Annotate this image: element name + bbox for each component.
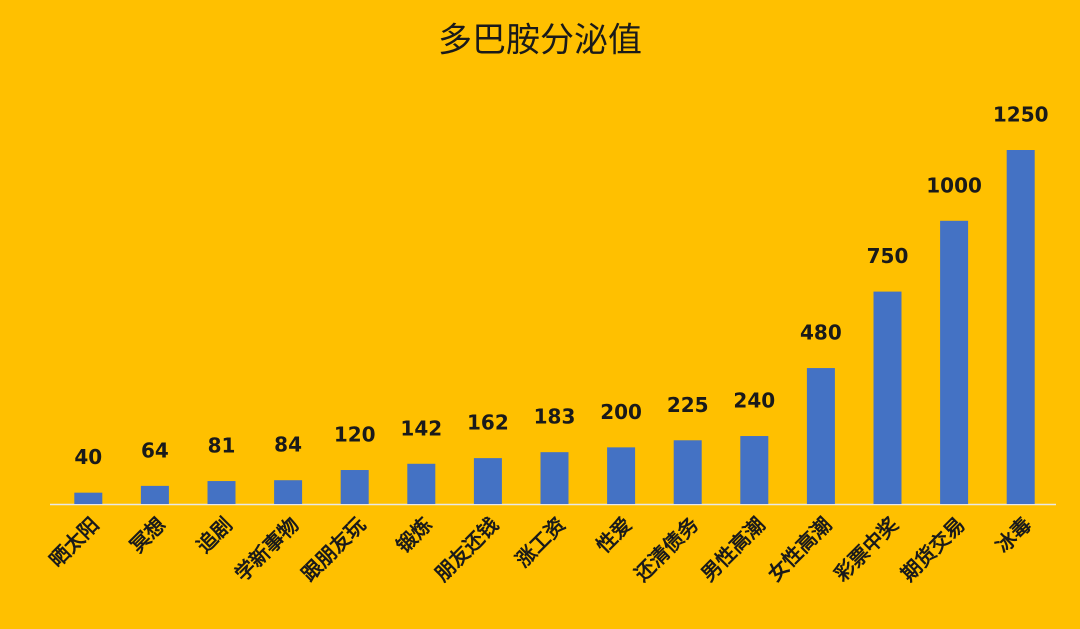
bar	[673, 440, 702, 504]
chart-title: 多巴胺分泌值	[438, 21, 642, 61]
value-label: 84	[274, 433, 302, 457]
bar	[873, 291, 902, 504]
value-label: 142	[400, 416, 442, 440]
value-label: 480	[800, 321, 842, 345]
bar	[740, 436, 769, 504]
bar	[140, 485, 169, 504]
value-label: 1250	[993, 103, 1049, 127]
bar	[407, 463, 436, 504]
value-label: 240	[733, 389, 775, 413]
value-label: 183	[534, 405, 576, 429]
value-label: 750	[867, 244, 909, 268]
value-label: 81	[208, 434, 236, 458]
value-label: 225	[667, 393, 709, 417]
value-label: 200	[600, 400, 642, 424]
bar	[806, 368, 835, 504]
value-label: 120	[334, 423, 376, 447]
value-label: 1000	[926, 173, 982, 197]
bar	[540, 452, 569, 504]
bar	[207, 481, 236, 504]
bar	[340, 470, 369, 504]
bar	[940, 220, 969, 505]
bar	[274, 480, 303, 504]
value-label: 64	[141, 438, 169, 462]
bar	[473, 458, 502, 504]
value-label: 40	[74, 445, 102, 469]
bar	[1006, 150, 1035, 504]
value-label: 162	[467, 411, 509, 435]
bar	[74, 492, 103, 504]
bar	[607, 447, 636, 504]
